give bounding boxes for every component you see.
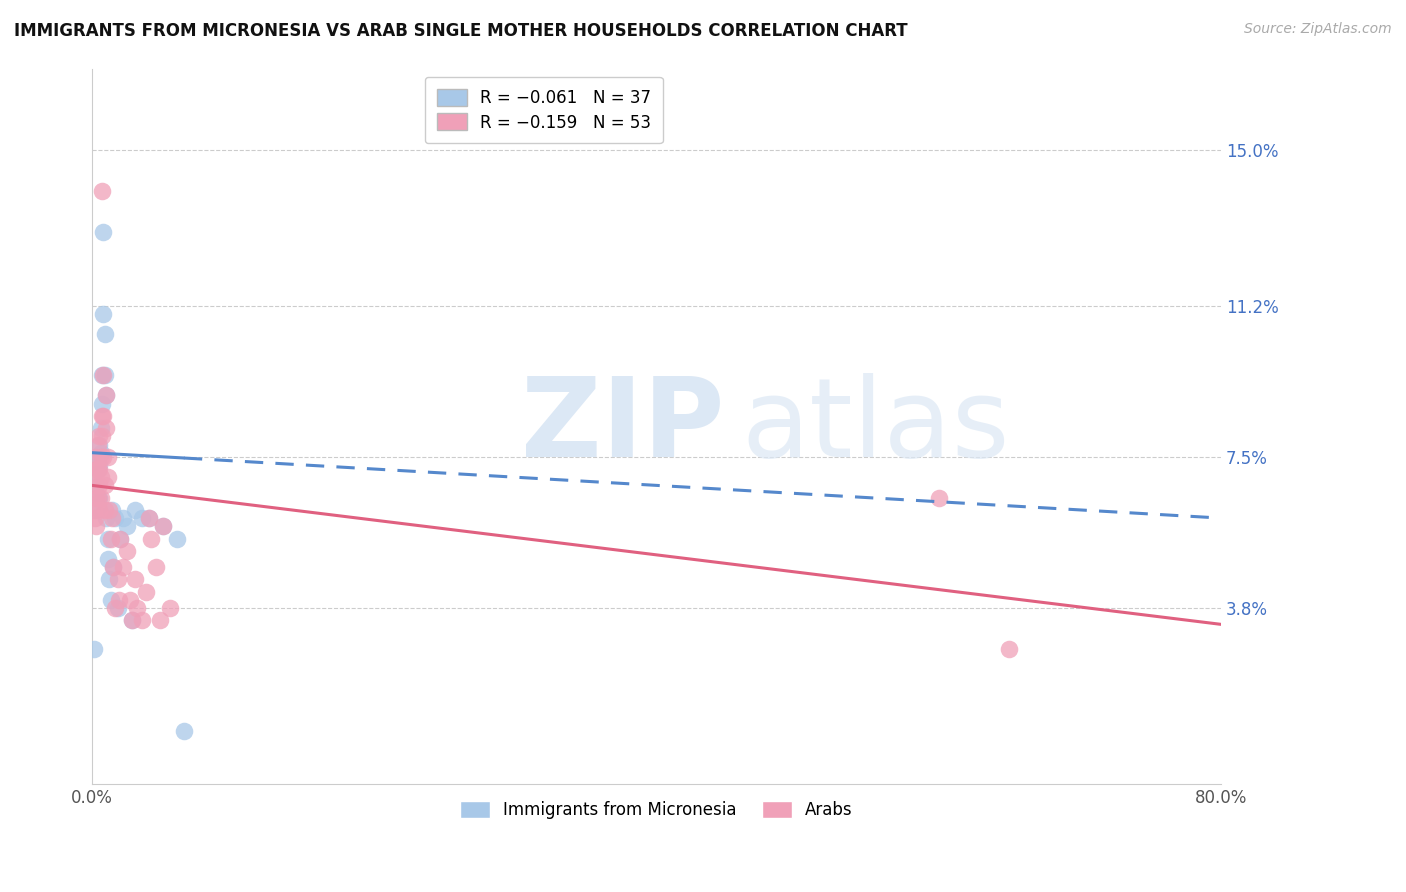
Point [127,601,149,615]
Point [84,450,107,464]
Point [117,519,139,533]
Point [108,592,131,607]
Point [89,437,111,451]
Point [96,388,118,402]
Point [110,532,132,546]
Point [152,519,174,533]
Text: atlas: atlas [741,373,1010,480]
Point [152,519,174,533]
Point [86,478,108,492]
Point [93,225,115,239]
Point [97,532,120,546]
Point [89,503,111,517]
Point [94,368,117,382]
Point [101,503,124,517]
Point [96,511,118,525]
Point [86,491,108,505]
Point [91,397,114,411]
Point [103,560,125,574]
Point [124,573,146,587]
Point [84,503,107,517]
Point [93,368,115,382]
Point [89,478,111,492]
Point [97,450,120,464]
Point [91,368,114,382]
Point [90,491,112,505]
Point [90,421,112,435]
Point [91,184,114,198]
Point [83,641,105,656]
Point [131,613,153,627]
Point [97,470,120,484]
Point [94,327,117,342]
Point [159,601,181,615]
Text: Source: ZipAtlas.com: Source: ZipAtlas.com [1244,22,1392,37]
Point [131,511,153,525]
Point [87,491,110,505]
Point [121,613,143,627]
Point [98,573,121,587]
Point [89,429,111,443]
Point [90,446,112,460]
Point [96,388,118,402]
Point [112,560,135,574]
Point [94,503,117,517]
Point [83,503,105,517]
Point [998,641,1021,656]
Point [138,511,160,525]
Point [86,462,108,476]
Point [166,532,188,546]
Point [89,462,111,476]
Point [124,503,146,517]
Point [94,478,117,492]
Point [107,573,129,587]
Point [96,421,118,435]
Point [86,519,108,533]
Point [97,552,120,566]
Point [98,503,121,517]
Point [135,584,157,599]
Point [93,450,115,464]
Point [87,437,110,451]
Point [101,511,124,525]
Point [145,560,167,574]
Point [104,511,127,525]
Point [110,532,132,546]
Point [103,560,125,574]
Point [91,429,114,443]
Point [149,613,172,627]
Point [83,478,105,492]
Point [89,458,111,472]
Point [93,409,115,423]
Legend: Immigrants from Micronesia, Arabs: Immigrants from Micronesia, Arabs [454,794,859,825]
Point [84,511,107,525]
Point [91,409,114,423]
Point [141,532,163,546]
Point [100,592,122,607]
Point [89,491,111,505]
Point [138,511,160,525]
Point [87,462,110,476]
Point [173,723,195,738]
Point [121,613,143,627]
Point [93,307,115,321]
Point [86,450,108,464]
Point [928,491,950,505]
Point [90,450,112,464]
Point [100,532,122,546]
Point [120,592,142,607]
Point [104,601,127,615]
Text: ZIP: ZIP [522,373,724,480]
Point [112,511,135,525]
Point [87,462,110,476]
Point [107,601,129,615]
Text: IMMIGRANTS FROM MICRONESIA VS ARAB SINGLE MOTHER HOUSEHOLDS CORRELATION CHART: IMMIGRANTS FROM MICRONESIA VS ARAB SINGL… [14,22,908,40]
Point [117,543,139,558]
Point [90,470,112,484]
Point [87,491,110,505]
